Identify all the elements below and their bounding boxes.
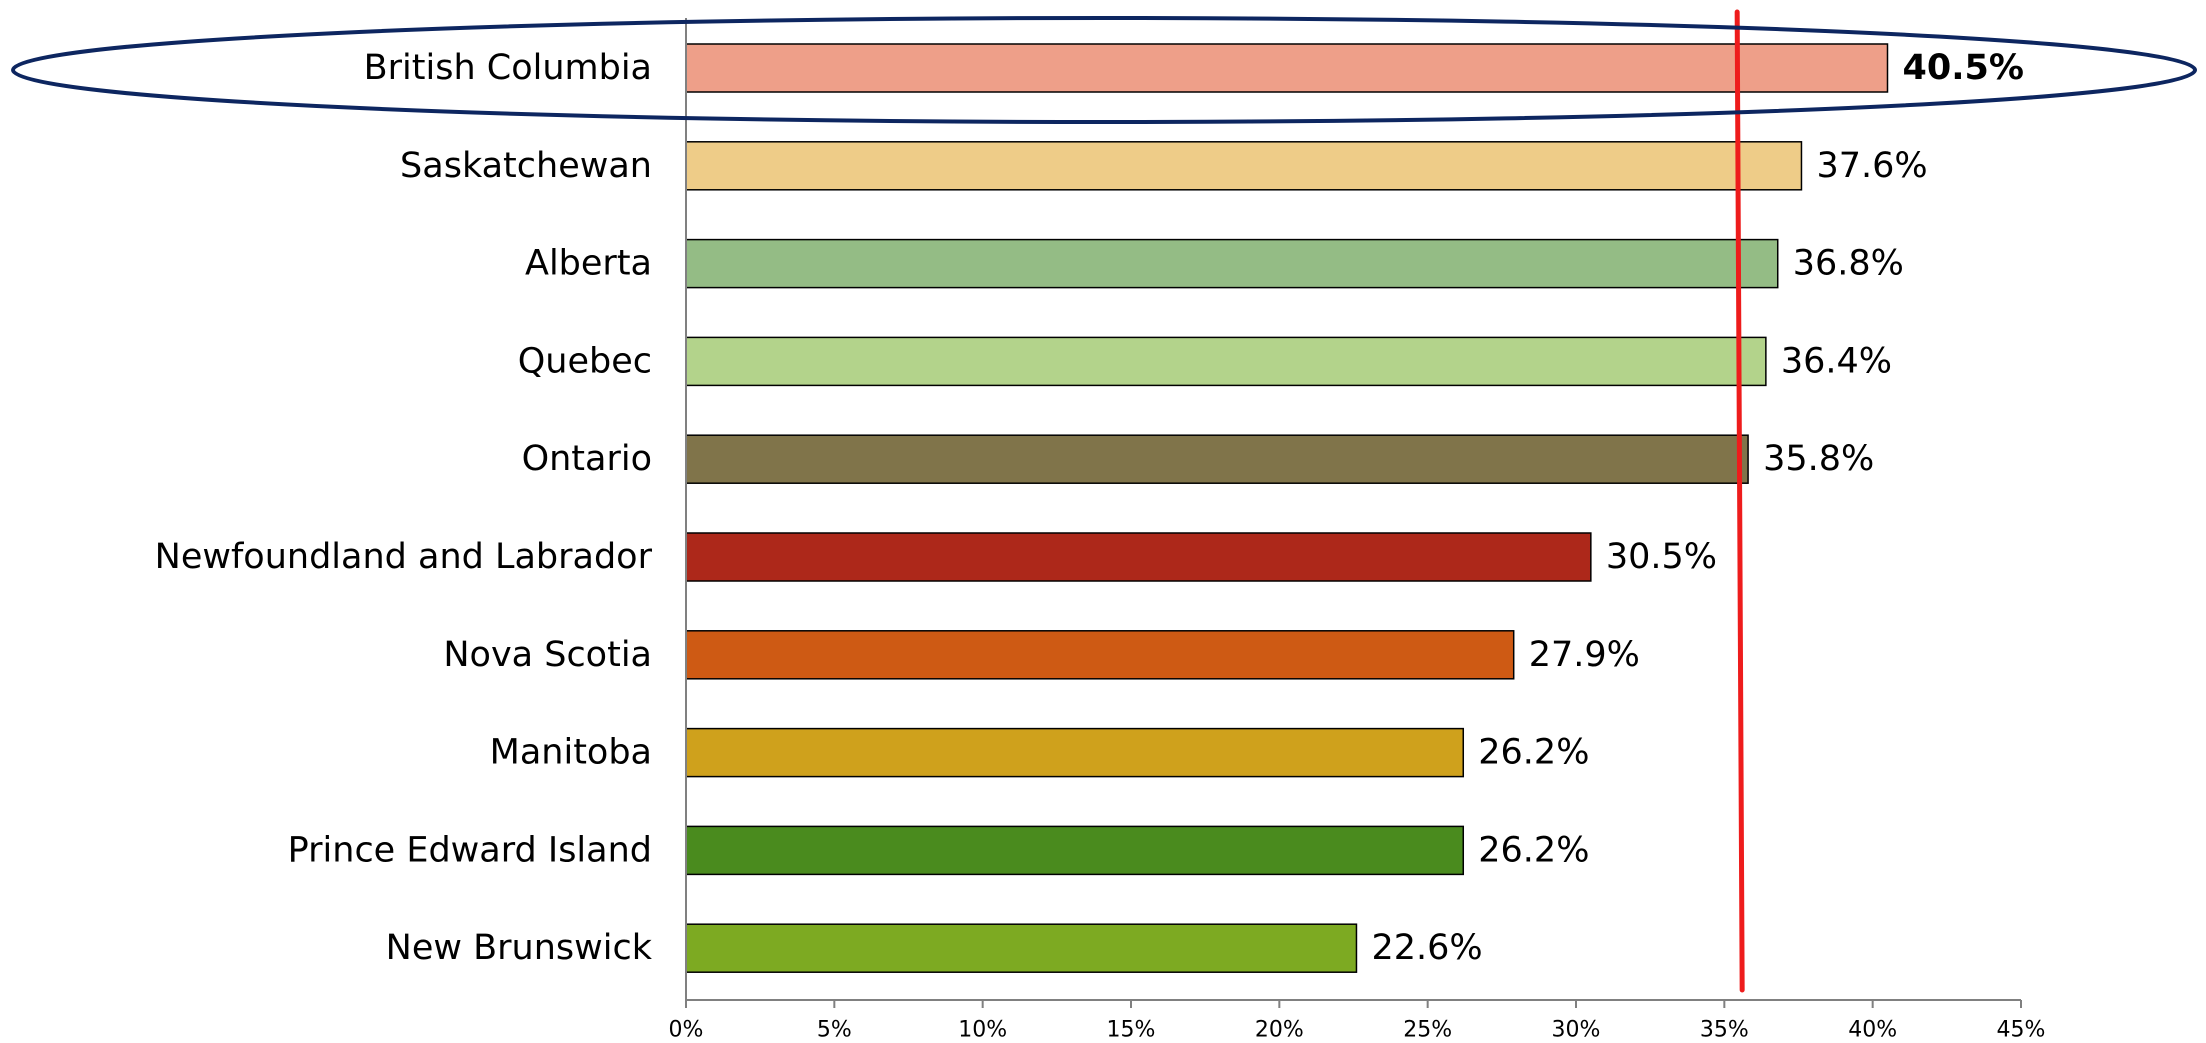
x-tick-label: 25% [1403,1018,1452,1043]
reference-line [1734,9,1745,993]
x-tick-label: 40% [1848,1018,1897,1043]
category-label: Alberta [525,244,652,284]
x-tick-label: 30% [1552,1018,1601,1043]
category-label: Nova Scotia [443,635,652,675]
annotations [11,9,2197,993]
x-tick-label: 15% [1107,1018,1156,1043]
bar [685,336,1767,387]
category-label: Manitoba [490,733,652,773]
bar [685,630,1515,680]
bar [685,923,1358,973]
bar [685,532,1592,582]
bar [685,141,1803,191]
bar [685,43,1889,93]
data-label: 26.2% [1478,830,1589,870]
x-tick-label: 35% [1700,1018,1749,1043]
data-label: 36.8% [1793,244,1904,284]
highlight-ellipse [11,16,2197,124]
data-label: 35.8% [1763,439,1874,479]
category-label: New Brunswick [386,928,653,968]
bars-layer [685,43,1889,973]
category-label: Ontario [522,439,652,479]
category-label: Newfoundland and Labrador [155,537,653,577]
bar [685,825,1465,876]
category-label: British Columbia [364,48,652,88]
data-label: 40.5% [1903,48,2024,88]
bar [685,434,1749,484]
data-label: 22.6% [1371,928,1482,968]
category-label: Quebec [518,341,652,381]
data-label: 36.4% [1781,341,1892,381]
category-label: Saskatchewan [400,146,652,186]
x-tick-label: 20% [1255,1018,1304,1043]
x-tick-label: 45% [1997,1018,2046,1043]
labels-layer: British Columbia 40.5% Saskatchewan 37.6% Al… [155,48,2024,968]
data-label: 27.9% [1529,635,1640,675]
x-tick-label: 0% [669,1018,704,1043]
category-label: Prince Edward Island [288,830,652,870]
data-label: 30.5% [1606,537,1717,577]
data-label: 37.6% [1816,146,1927,186]
data-label: 26.2% [1478,733,1589,773]
x-tick-label: 10% [958,1018,1007,1043]
x-tick-label: 5% [817,1018,852,1043]
bar [685,727,1465,778]
axes: 0% 5% 10% 15% 20% 25% 30% 35% 40% 45% [669,18,2046,1043]
bar [685,238,1779,289]
